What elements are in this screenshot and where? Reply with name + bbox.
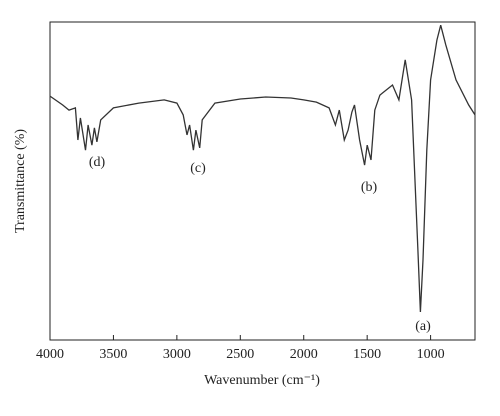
x-tick-label: 3500: [99, 347, 127, 362]
x-tick-label: 4000: [36, 347, 64, 362]
peak-annotation: (a): [415, 319, 431, 334]
y-axis-label: Transmittance (%): [13, 129, 28, 233]
x-tick-label: 1000: [417, 347, 445, 362]
x-tick-label: 1500: [353, 347, 381, 362]
x-tick-label: 3000: [163, 347, 191, 362]
x-tick-label: 2500: [226, 347, 254, 362]
x-tick-label: 2000: [290, 347, 318, 362]
peak-annotation: (d): [89, 155, 106, 170]
x-axis-label: Wavenumber (cm⁻¹): [204, 373, 320, 388]
peak-annotation: (c): [190, 161, 206, 176]
plot-frame: [49, 21, 476, 341]
spectrum-line: [49, 25, 476, 313]
peak-annotation: (b): [361, 180, 378, 195]
